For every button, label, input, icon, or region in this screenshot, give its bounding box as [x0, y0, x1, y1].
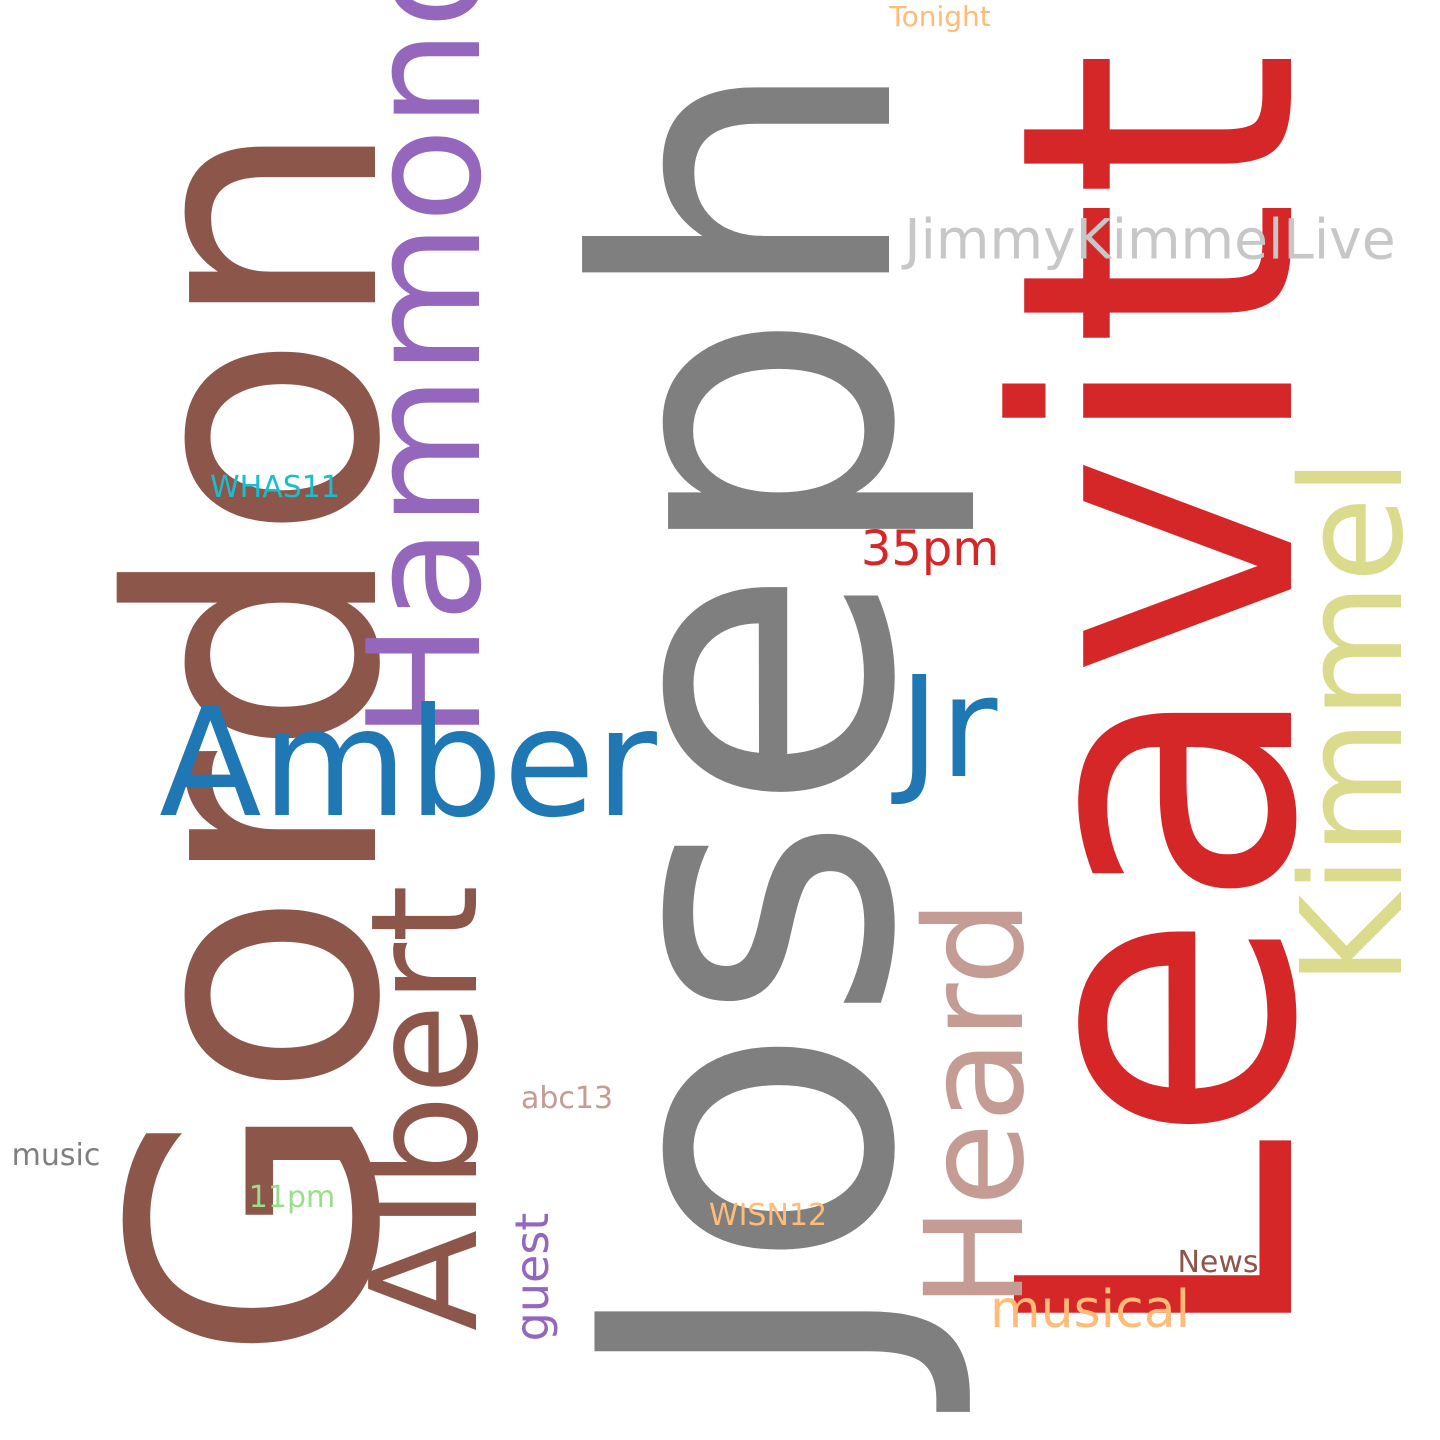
word-albert: Albert: [339, 884, 511, 1332]
word-news: News: [1177, 1245, 1259, 1280]
word-hammond: Hammond: [334, 0, 516, 741]
word-wisn12: WISN12: [708, 1198, 828, 1233]
word-jimmykimmellive: JimmyKimmelLive: [904, 207, 1396, 272]
word-guest: guest: [505, 1212, 559, 1342]
word-music: music: [11, 1138, 101, 1173]
word-amber: Amber: [159, 677, 657, 851]
word-abc13: abc13: [520, 1081, 614, 1116]
word-tonight: Tonight: [889, 0, 991, 33]
word-heard: Heard: [897, 899, 1055, 1309]
word-35pm: 35pm: [860, 521, 1000, 577]
word-kimmel: Kimmel: [1272, 457, 1435, 987]
word-jr: Jr: [898, 647, 998, 810]
word-11pm: 11pm: [248, 1180, 336, 1215]
word-musical: musical: [989, 1280, 1191, 1340]
word-whas11: WHAS11: [210, 470, 340, 505]
